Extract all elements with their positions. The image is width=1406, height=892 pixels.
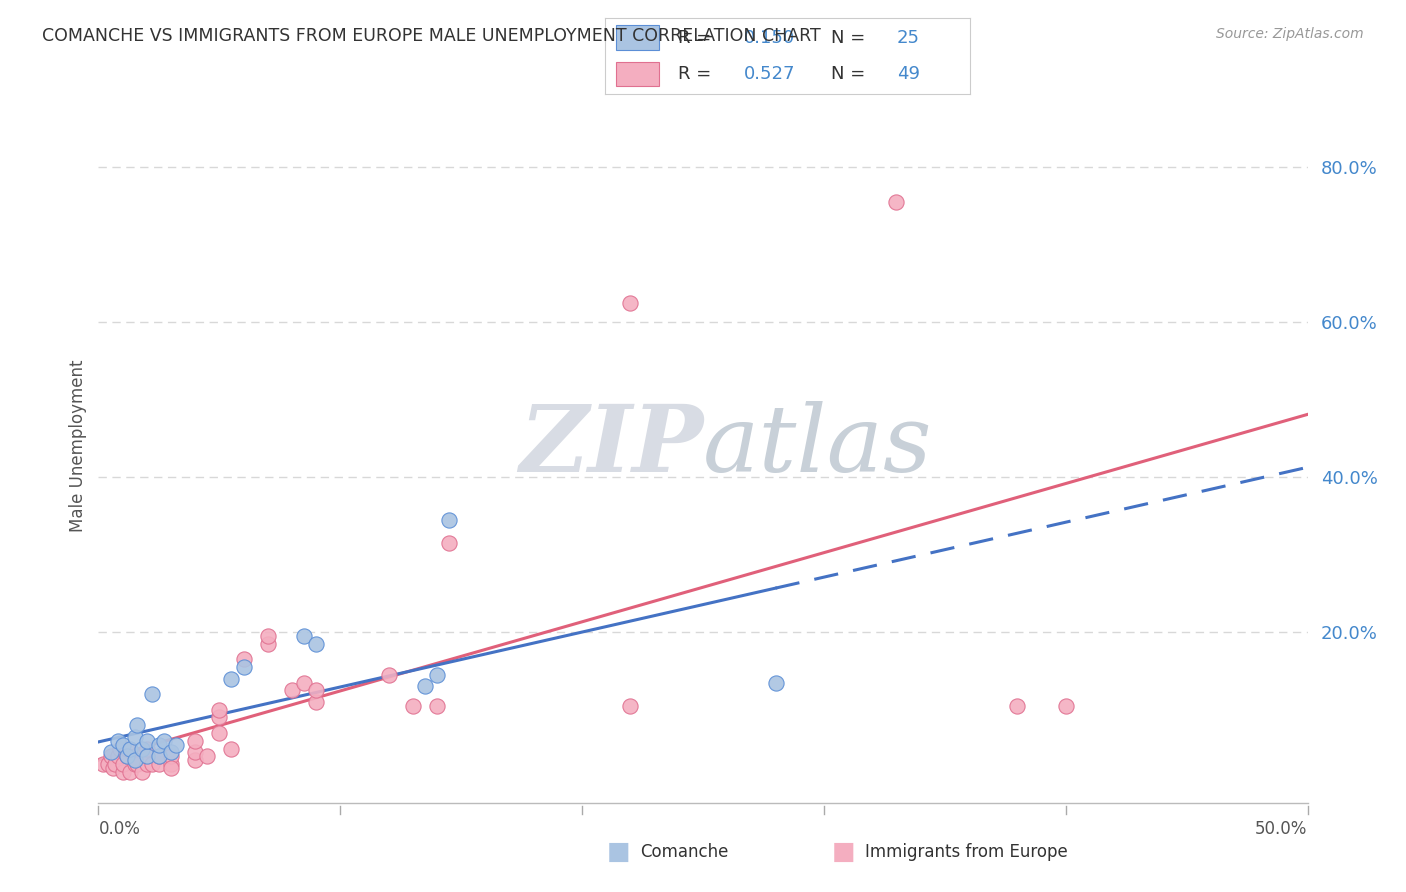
- Point: [221, 741, 243, 756]
- Point: [131, 741, 153, 756]
- Text: ■: ■: [832, 840, 855, 863]
- Point: [118, 741, 141, 756]
- Point: [152, 733, 174, 747]
- Text: COMANCHE VS IMMIGRANTS FROM EUROPE MALE UNEMPLOYMENT CORRELATION CHART: COMANCHE VS IMMIGRANTS FROM EUROPE MALE …: [42, 27, 821, 45]
- FancyBboxPatch shape: [616, 26, 659, 50]
- Point: [111, 757, 134, 772]
- Point: [135, 749, 157, 764]
- Point: [127, 757, 149, 772]
- Point: [117, 749, 139, 764]
- Point: [165, 738, 187, 752]
- Point: [437, 513, 460, 527]
- Point: [135, 741, 157, 756]
- Text: atlas: atlas: [703, 401, 932, 491]
- Point: [426, 698, 449, 713]
- Text: 25: 25: [897, 29, 920, 46]
- Point: [184, 753, 207, 767]
- Point: [100, 745, 122, 759]
- Point: [426, 668, 449, 682]
- Point: [305, 637, 328, 651]
- Text: 50.0%: 50.0%: [1256, 820, 1308, 838]
- Point: [117, 741, 139, 756]
- Point: [124, 757, 146, 772]
- Text: R =: R =: [678, 65, 717, 83]
- Point: [148, 738, 170, 752]
- Text: Immigrants from Europe: Immigrants from Europe: [865, 843, 1067, 861]
- Point: [160, 761, 183, 775]
- Point: [91, 757, 114, 772]
- Point: [184, 733, 207, 747]
- Point: [100, 749, 122, 764]
- Point: [131, 764, 153, 779]
- Text: R =: R =: [678, 29, 717, 46]
- Point: [256, 629, 278, 643]
- Point: [1054, 698, 1077, 713]
- Point: [124, 749, 146, 764]
- Point: [148, 757, 170, 772]
- Text: Source: ZipAtlas.com: Source: ZipAtlas.com: [1216, 27, 1364, 41]
- FancyBboxPatch shape: [616, 62, 659, 87]
- Point: [160, 757, 183, 772]
- Point: [108, 741, 131, 756]
- Point: [101, 761, 124, 775]
- Point: [148, 749, 170, 764]
- Text: Comanche: Comanche: [640, 843, 728, 861]
- Point: [208, 726, 231, 740]
- Point: [135, 749, 157, 764]
- Point: [619, 295, 641, 310]
- Point: [437, 536, 460, 550]
- Point: [256, 637, 278, 651]
- Point: [118, 764, 141, 779]
- Point: [135, 757, 157, 772]
- Point: [232, 660, 254, 674]
- Text: 49: 49: [897, 65, 920, 83]
- Point: [886, 194, 908, 209]
- Point: [413, 680, 436, 694]
- Point: [292, 629, 315, 643]
- Point: [148, 749, 170, 764]
- Point: [107, 733, 129, 747]
- Text: ■: ■: [607, 840, 630, 863]
- Point: [184, 745, 207, 759]
- Point: [221, 672, 243, 686]
- Point: [160, 749, 183, 764]
- Point: [111, 764, 134, 779]
- Point: [135, 733, 157, 747]
- Point: [107, 749, 129, 764]
- Point: [305, 683, 328, 698]
- Text: ZIP: ZIP: [519, 401, 703, 491]
- Point: [208, 710, 231, 724]
- Point: [97, 757, 120, 772]
- Point: [117, 749, 139, 764]
- Point: [111, 738, 134, 752]
- Point: [619, 698, 641, 713]
- Point: [305, 695, 328, 709]
- Text: N =: N =: [831, 29, 872, 46]
- Point: [765, 675, 787, 690]
- Point: [124, 730, 146, 744]
- Point: [141, 757, 163, 772]
- Text: 0.0%: 0.0%: [98, 820, 141, 838]
- Point: [377, 668, 399, 682]
- Point: [208, 703, 231, 717]
- Point: [160, 745, 183, 759]
- Point: [141, 687, 163, 701]
- Point: [281, 683, 304, 698]
- Point: [104, 757, 127, 772]
- Point: [232, 652, 254, 666]
- Point: [1007, 698, 1029, 713]
- Point: [292, 675, 315, 690]
- Point: [195, 749, 218, 764]
- Text: N =: N =: [831, 65, 872, 83]
- Text: 0.150: 0.150: [744, 29, 794, 46]
- Point: [124, 753, 146, 767]
- Y-axis label: Male Unemployment: Male Unemployment: [69, 359, 87, 533]
- Text: 0.527: 0.527: [744, 65, 794, 83]
- Point: [127, 718, 149, 732]
- Point: [402, 698, 425, 713]
